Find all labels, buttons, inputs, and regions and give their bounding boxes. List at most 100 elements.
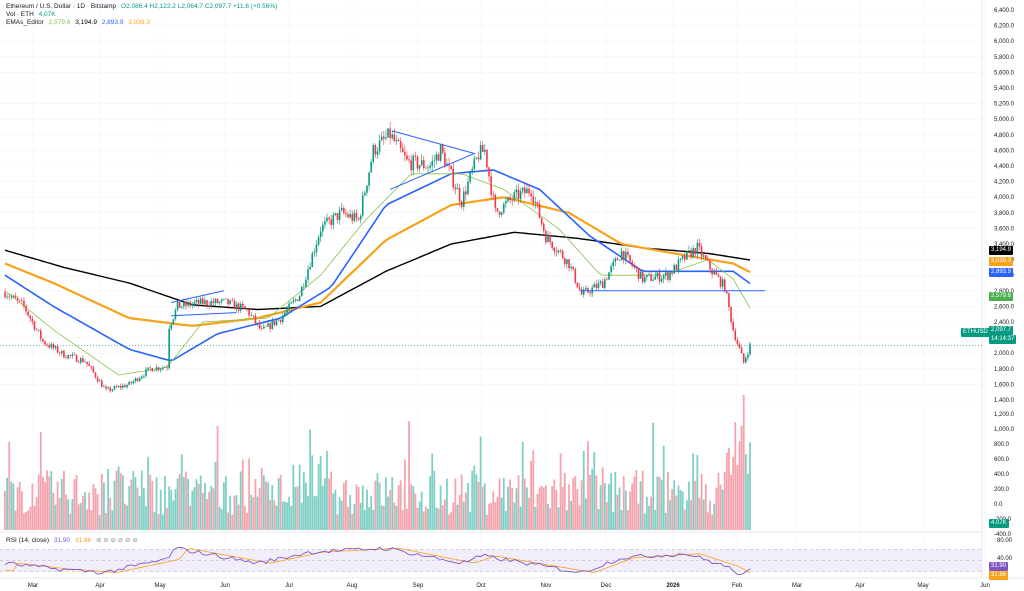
- candle-body: [8, 296, 11, 298]
- ema-50-line: [4, 169, 751, 362]
- candle-body: [96, 377, 99, 382]
- candle-body: [715, 271, 718, 275]
- volume-bar: [248, 458, 251, 530]
- volume-tick-label: 400.0: [994, 472, 1010, 478]
- volume-bar: [460, 474, 463, 530]
- candle-body: [614, 258, 617, 262]
- candle-body: [429, 165, 431, 168]
- candle-body: [471, 168, 474, 172]
- candle-body: [107, 387, 109, 389]
- volume-tick-label: 800.0: [994, 442, 1010, 448]
- volume-bar: [725, 452, 728, 530]
- volume-bar: [557, 507, 560, 530]
- candle-body: [479, 145, 482, 160]
- volume-bar: [128, 486, 131, 530]
- candle-body: [559, 250, 562, 252]
- candle-body: [277, 319, 280, 321]
- candle-body: [286, 309, 288, 313]
- volume-bar: [399, 480, 402, 530]
- candle-body: [597, 282, 600, 289]
- volume-bar: [504, 510, 507, 530]
- volume-bar: [509, 479, 511, 530]
- volume-bar: [566, 510, 568, 530]
- candle-body: [307, 269, 309, 280]
- candle-body: [252, 315, 255, 316]
- volume-bar: [214, 461, 217, 530]
- volume-bar: [67, 499, 70, 530]
- volume-bar: [612, 511, 615, 530]
- candle-body: [599, 281, 602, 283]
- volume-bar: [361, 485, 364, 530]
- candle-body: [212, 301, 215, 304]
- rsi-value-2: 31.86: [74, 537, 92, 544]
- candle-body: [317, 237, 320, 245]
- volume-bar: [84, 492, 86, 530]
- volume-bar: [675, 495, 678, 530]
- volume-bar: [41, 476, 44, 530]
- volume-bar: [439, 485, 442, 530]
- volume-bar: [469, 512, 471, 530]
- candle-body: [507, 197, 509, 202]
- price-tick-label: 4,200.0: [994, 180, 1015, 186]
- candle-body: [372, 144, 375, 162]
- candle-body: [473, 158, 476, 169]
- ema-legend: EMAs_Editor 2,579.6 3,194.9 2,893.9 3,03…: [6, 19, 153, 27]
- candle-body: [427, 167, 429, 169]
- candle-body: [56, 346, 59, 353]
- candle-body: [101, 380, 103, 387]
- volume-bar: [561, 486, 564, 530]
- candle-body: [749, 343, 751, 355]
- volume-bar: [134, 477, 137, 530]
- volume-bar: [77, 504, 80, 530]
- candle-body: [456, 187, 459, 190]
- volume-bar: [39, 431, 42, 530]
- candle-body: [216, 299, 219, 304]
- candle-body: [204, 300, 206, 304]
- ema-value-1: 2,579.6: [48, 19, 71, 26]
- volume-tick-label: 200.0: [994, 487, 1010, 493]
- volume-bar: [239, 471, 242, 530]
- price-tick-label: 2,800.0: [994, 289, 1015, 295]
- volume-bar: [197, 483, 200, 530]
- ema-50-path: [4, 169, 751, 362]
- candle-body: [111, 389, 114, 391]
- price-tick-label: 5,200.0: [994, 102, 1015, 108]
- candle-body: [465, 191, 467, 195]
- volume-bar: [534, 506, 537, 530]
- volume-bar: [730, 474, 732, 530]
- candle-body: [206, 300, 208, 306]
- volume-bar: [498, 478, 501, 530]
- candle-body: [189, 302, 191, 306]
- volume-bar: [494, 502, 497, 530]
- candle-body: [273, 320, 276, 326]
- volume-bar: [332, 493, 335, 530]
- candle-body: [237, 303, 240, 311]
- candle-body: [610, 266, 612, 273]
- price-tick-label: 2,000.0: [994, 351, 1015, 357]
- candle-body: [700, 246, 703, 257]
- volume-bar: [431, 453, 434, 530]
- volume-bar: [603, 483, 606, 530]
- volume-bar: [321, 485, 324, 530]
- candle-body: [450, 165, 452, 169]
- volume-bar: [420, 491, 423, 530]
- volume-bar: [378, 482, 381, 530]
- candlesticks[interactable]: [4, 122, 751, 393]
- volume-bar: [429, 476, 432, 530]
- volume-bar: [523, 478, 526, 530]
- candle-body: [27, 311, 29, 316]
- candle-body: [557, 250, 560, 253]
- volume-bar: [669, 500, 671, 530]
- volume-bar: [526, 487, 528, 530]
- volume-bar: [305, 482, 307, 530]
- candle-body: [742, 353, 745, 363]
- volume-bar: [372, 509, 375, 530]
- candle-body: [469, 171, 471, 182]
- candle-body: [44, 341, 46, 345]
- volume-bar: [673, 480, 676, 530]
- candle-body: [530, 193, 532, 197]
- trendline-drawings[interactable]: [171, 130, 765, 317]
- volume-bar: [298, 464, 301, 530]
- candle-body: [244, 306, 246, 309]
